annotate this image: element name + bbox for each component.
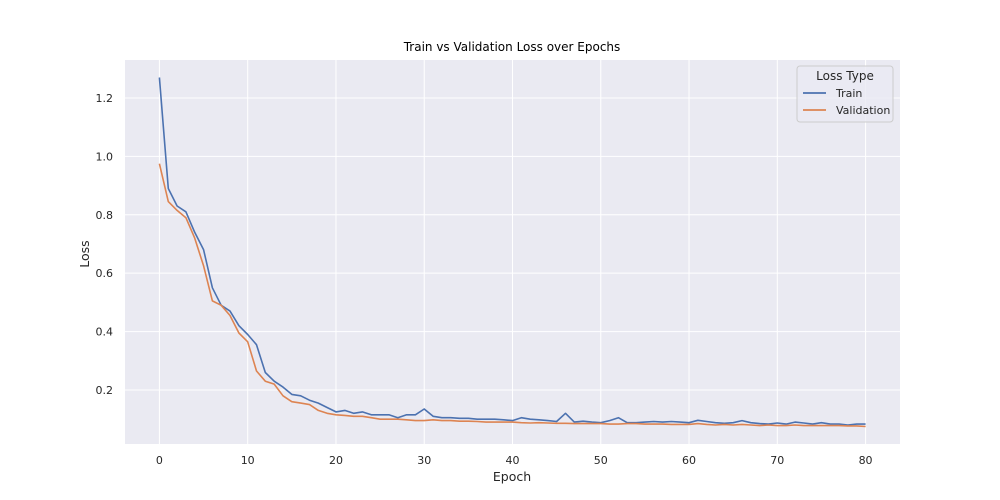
x-tick-label: 70	[770, 454, 784, 467]
y-tick-labels: 0.2 0.4 0.6 0.8 1.0 1.2	[96, 92, 114, 397]
x-tick-label: 80	[859, 454, 873, 467]
series-lines	[158, 77, 866, 428]
x-tick-label: 50	[594, 454, 608, 467]
x-tick-labels: 0 10 20 30 40 50 60 70 80	[156, 454, 873, 467]
x-tick-label: 60	[682, 454, 696, 467]
y-tick-label: 0.6	[96, 267, 114, 280]
chart-title: Train vs Validation Loss over Epochs	[403, 40, 621, 54]
x-tick-label: 40	[506, 454, 520, 467]
x-tick-label: 0	[156, 454, 163, 467]
grid-lines	[125, 60, 900, 444]
legend-label-validation: Validation	[836, 104, 890, 117]
y-axis-label: Loss	[77, 240, 92, 267]
legend-title: Loss Type	[816, 69, 874, 83]
legend: Loss Type Train Validation	[796, 65, 894, 123]
y-tick-label: 0.8	[96, 209, 114, 222]
y-tick-label: 1.0	[96, 150, 114, 163]
line-train	[158, 77, 866, 426]
y-tick-label: 0.2	[96, 384, 114, 397]
y-tick-label: 1.2	[96, 92, 114, 105]
line-validation	[158, 163, 866, 428]
x-axis-label: Epoch	[493, 469, 531, 484]
x-tick-label: 20	[329, 454, 343, 467]
y-tick-label: 0.4	[96, 326, 114, 339]
x-tick-label: 30	[417, 454, 431, 467]
legend-label-train: Train	[835, 87, 862, 100]
x-tick-label: 10	[241, 454, 255, 467]
